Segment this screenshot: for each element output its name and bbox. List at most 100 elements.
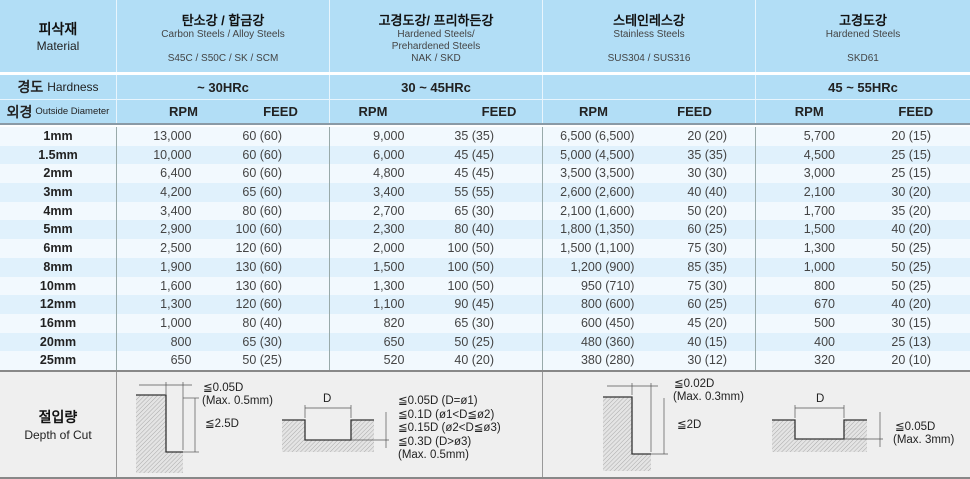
diameter-cell: 2mm [0,164,117,184]
rpm-cell: 800 [814,278,835,293]
table-row: 12mm 1,300 120 (60) 1,100 90 (45) 800 (600) 60… [0,295,970,314]
rpm-cell: 4,500 [803,147,835,162]
rpm-cell: 1,200 (900) [570,259,635,274]
material-name-en: Prehardened Steels [391,41,481,52]
table-row: 25mm 650 50 (25) 520 40 (20) 380 (280) 30 (12)… [0,351,970,370]
feed-cell: 50 (25) [891,278,931,293]
rpm-cell: 2,600 (2,600) [560,185,635,200]
material-label-ko: 피삭재 [38,20,78,37]
feed-cell: 40 (20) [454,353,494,368]
table-row: 1mm 13,000 60 (60) 9,000 35 (35) 6,500 (6,500… [0,127,970,146]
feed-cell: 100 (50) [447,259,494,274]
material-group-cells: 2,500 120 (60) [117,239,330,258]
feed-cell: 60 (60) [242,129,282,143]
rpm-cell: 9,000 [373,129,405,143]
rpm-cell: 13,000 [153,129,192,143]
rpm-cell: 1,600 [160,278,192,293]
rpm-cell: 1,500 (1,100) [560,241,635,256]
material-name-en: Hardened Steels/ [397,29,475,40]
feed-cell: 45 (45) [454,147,494,162]
feed-cell: 80 (40) [454,222,494,237]
material-label: 피삭재 Material [0,0,117,72]
table-row: 3mm 4,200 65 (60) 3,400 55 (55) 2,600 (2,600)… [0,183,970,202]
slot-rule: ≦0.1D (ø1<D≦ø2) [398,408,495,421]
material-group-cells: 480 (360) 40 (15) [543,332,756,352]
feed-cell: 35 (20) [891,203,931,218]
feed-cell: 65 (60) [242,185,282,200]
rpm-cell: 2,900 [160,222,192,237]
feed-cell: 50 (25) [891,259,931,274]
rpm-cell: 400 [814,334,835,349]
table-row: 16mm 1,000 80 (40) 820 65 (30) 600 (450) 45 (2… [0,313,970,333]
material-group-cells: 1,000 80 (40) [117,313,330,333]
feed-cell: 50 (25) [242,353,282,368]
rpm-header: RPM [169,104,198,119]
feed-cell: 25 (15) [891,166,931,181]
diameter-cell: 3mm [0,183,117,202]
feed-cell: 60 (25) [687,297,727,312]
diameter-cell: 4mm [0,201,117,221]
diameter-label: 외경 Outside Diameter [0,100,117,123]
material-name-ko: 고경도강 [839,13,887,28]
feed-header: FEED [677,104,712,119]
rpm-cell: 650 [170,353,192,368]
diameter-label-ko: 외경 [6,103,33,120]
diameter-cell: 1mm [0,127,117,146]
material-group-cells: 1,300 50 (25) [756,239,969,258]
material-grades: SUS304 / SUS316 [607,53,691,64]
material-group-cells: 650 50 (25) [117,351,330,370]
hardness-label-ko: 경도 [17,79,44,95]
feed-cell: 85 (35) [687,259,727,274]
feed-cell: 50 (25) [891,241,931,256]
feed-cell: 60 (60) [242,147,282,162]
rpm-cell: 800 (600) [580,297,635,312]
hardness-row: 경도 Hardness ~ 30HRc 30 ~ 45HRc 45 ~ 55HR… [0,75,970,100]
material-group-cells: 380 (280) 30 (12) [543,351,756,370]
slot-rule: (Max. 0.5mm) [398,449,469,461]
rpm-cell: 2,300 [373,222,405,237]
rpm-cell: 6,400 [160,166,192,181]
rpm-cell: 1,700 [803,203,835,218]
side-axial-depth: ≦2D [677,419,702,431]
rpm-cell: 950 (710) [580,278,635,293]
feed-cell: 120 (60) [235,241,282,256]
rpm-cell: 1,800 (1,350) [560,222,635,237]
feed-cell: 80 (40) [242,315,282,330]
material-group-cells: 6,000 45 (45) [330,145,543,165]
material-grades: NAK / SKD [411,53,461,64]
table-row: 6mm 2,500 120 (60) 2,000 100 (50) 1,500 (1,10… [0,239,970,258]
depth-of-cut-section: 절입량 Depth of Cut ≦0.05D (Max. 0.5mm) ≦2.… [0,370,970,479]
side-milling-diagram [603,383,883,471]
rpm-cell: 1,100 [373,297,405,312]
material-name-en: Carbon Steels / Alloy Steels [161,29,285,40]
rpm-cell: 1,500 [803,222,835,237]
table-row: 20mm 800 65 (30) 650 50 (25) 480 (360) 40 (15)… [0,332,970,352]
material-prehardened-steels: 고경도강/ 프리하든강 Hardened Steels/ Prehardened… [330,0,543,72]
material-carbon-steels: 탄소강 / 합금강 Carbon Steels / Alloy Steels S… [117,0,330,72]
feed-cell: 35 (35) [687,147,727,162]
material-stainless-steels: 스테인레스강 Stainless Steels SUS304 / SUS316 [543,0,756,72]
rpm-cell: 6,500 (6,500) [560,129,635,143]
table-row: 10mm 1,600 130 (60) 1,300 100 (50) 950 (710) 7… [0,276,970,296]
feed-cell: 50 (20) [687,203,727,218]
material-group-cells: 1,300 100 (50) [330,276,543,296]
feed-cell: 75 (30) [687,278,727,293]
rpm-cell: 600 (450) [580,315,635,330]
diameter-cell: 16mm [0,313,117,333]
material-group-cells: 2,700 65 (30) [330,201,543,221]
rpm-cell: 1,300 [373,278,405,293]
feed-header: FEED [481,104,517,119]
feed-cell: 45 (20) [687,315,727,330]
rpm-cell: 3,400 [160,203,192,218]
material-group-cells: 800 50 (25) [756,277,969,296]
material-name-en: Stainless Steels [613,29,685,40]
diameter-cell: 12mm [0,295,117,314]
diameter-cell: 5mm [0,220,117,240]
material-group-cells: 1,300 120 (60) [117,295,330,314]
rpm-header: RPM [358,104,388,119]
table-row: 8mm 1,900 130 (60) 1,500 100 (50) 1,200 (900)… [0,257,970,277]
material-hardened-steels: 고경도강 Hardened Steels SKD61 [756,0,970,72]
material-group-cells: 800 65 (30) [117,332,330,352]
feed-cell: 130 (60) [235,278,282,293]
rpm-feed-header: RPM FEED [330,100,543,123]
